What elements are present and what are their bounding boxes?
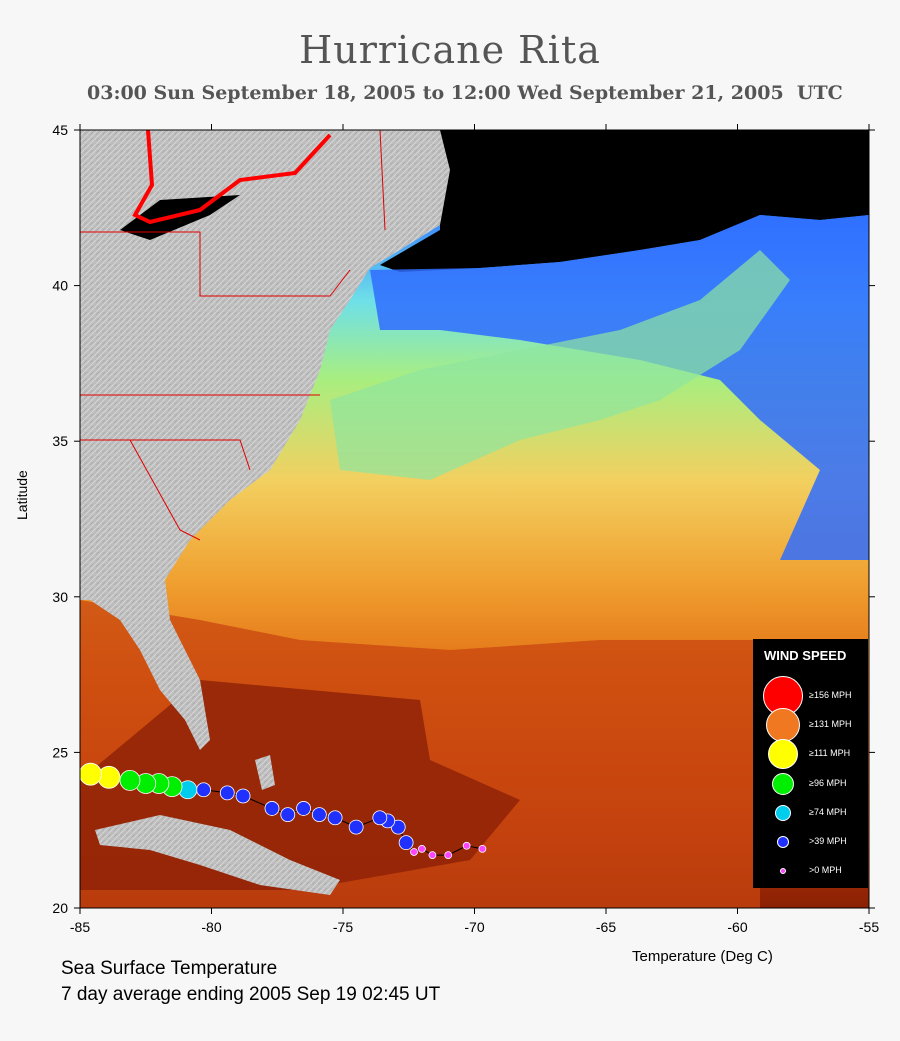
lat-tick-label: 30 xyxy=(52,589,68,605)
track-point xyxy=(327,810,343,826)
legend-row: ≥156 MPH xyxy=(753,676,868,716)
canada-us-border xyxy=(132,129,332,225)
legend-swatch xyxy=(766,708,800,743)
track-point xyxy=(478,844,487,853)
wind-speed-legend: WIND SPEED ≥156 MPH ≥131 MPH ≥111 MPH ≥96 M… xyxy=(753,639,868,888)
legend-row: >39 MPH xyxy=(753,828,868,856)
track-point xyxy=(372,810,388,826)
legend-label: >0 MPH xyxy=(809,865,842,876)
legend-row: >0 MPH xyxy=(753,857,868,885)
lon-tick-label: -65 xyxy=(596,919,616,935)
track-point xyxy=(311,807,327,823)
track-point xyxy=(196,782,212,798)
legend-swatch xyxy=(768,739,798,770)
map-axes: -85 -80 -75 -70 -65 -60 -55 45 40 35 30 25 20 xyxy=(52,122,879,935)
page-title: Hurricane Rita xyxy=(299,28,601,72)
hurricane-track xyxy=(79,762,487,859)
legend-label: ≥156 MPH xyxy=(809,690,852,700)
legend-label: ≥131 MPH xyxy=(809,719,852,730)
lat-tick-label: 20 xyxy=(52,900,68,916)
legend-label: >39 MPH xyxy=(809,836,847,846)
great-lakes xyxy=(120,195,240,240)
legend-row: ≥131 MPH xyxy=(753,708,868,743)
legend-label: ≥96 MPH xyxy=(809,777,847,788)
track-point xyxy=(79,762,102,786)
sst-note-line1: Sea Surface Temperature xyxy=(61,958,278,979)
sst-note-line2: 7 day average ending 2005 Sep 19 02:45 U… xyxy=(61,984,441,1005)
legend-label: ≥111 MPH xyxy=(809,748,851,759)
cold-water-region xyxy=(380,130,869,272)
track-point xyxy=(348,819,364,835)
gulf-stream-region xyxy=(330,250,790,480)
track-point xyxy=(280,807,296,823)
track-point xyxy=(119,770,141,791)
track-point xyxy=(264,801,280,816)
lat-tick-label: 25 xyxy=(52,744,68,760)
track-point xyxy=(462,841,471,850)
legend-swatch xyxy=(777,836,789,848)
cuba-landmass xyxy=(95,815,340,895)
lon-tick-label: -85 xyxy=(70,919,90,935)
legend-swatch xyxy=(772,772,794,795)
date-range-subtitle: 03:00 Sun September 18, 2005 to 12:00 We… xyxy=(87,82,843,104)
track-point xyxy=(417,844,426,853)
lon-tick-label: -70 xyxy=(464,919,484,935)
legend-row: ≥96 MPH xyxy=(753,770,868,798)
track-point xyxy=(296,801,311,816)
legend-swatch xyxy=(780,868,786,875)
track-point xyxy=(410,848,418,856)
track-point xyxy=(428,851,437,859)
legend-title: WIND SPEED xyxy=(764,648,847,663)
track-point xyxy=(235,788,251,804)
legend-swatch xyxy=(775,804,791,821)
lat-tick-label: 45 xyxy=(52,122,68,138)
legend-label: ≥74 MPH xyxy=(809,806,847,817)
bahamas-islands xyxy=(255,755,275,790)
north-america-landmass xyxy=(80,130,450,750)
track-point xyxy=(444,851,453,859)
lon-tick-label: -55 xyxy=(859,919,879,935)
legend-row: ≥111 MPH xyxy=(753,739,868,770)
legend-row: ≥74 MPH xyxy=(753,799,868,827)
state-borders xyxy=(80,129,386,541)
lon-tick-label: -60 xyxy=(727,919,747,935)
lon-tick-label: -80 xyxy=(201,919,221,935)
lat-tick-label: 35 xyxy=(52,433,68,449)
track-point xyxy=(398,835,414,851)
latitude-axis-label: Latitude xyxy=(14,470,30,520)
track-point xyxy=(219,785,235,801)
lon-tick-label: -75 xyxy=(333,919,353,935)
colorbar-title: Temperature (Deg C) xyxy=(632,948,773,965)
lat-tick-label: 40 xyxy=(52,278,68,294)
